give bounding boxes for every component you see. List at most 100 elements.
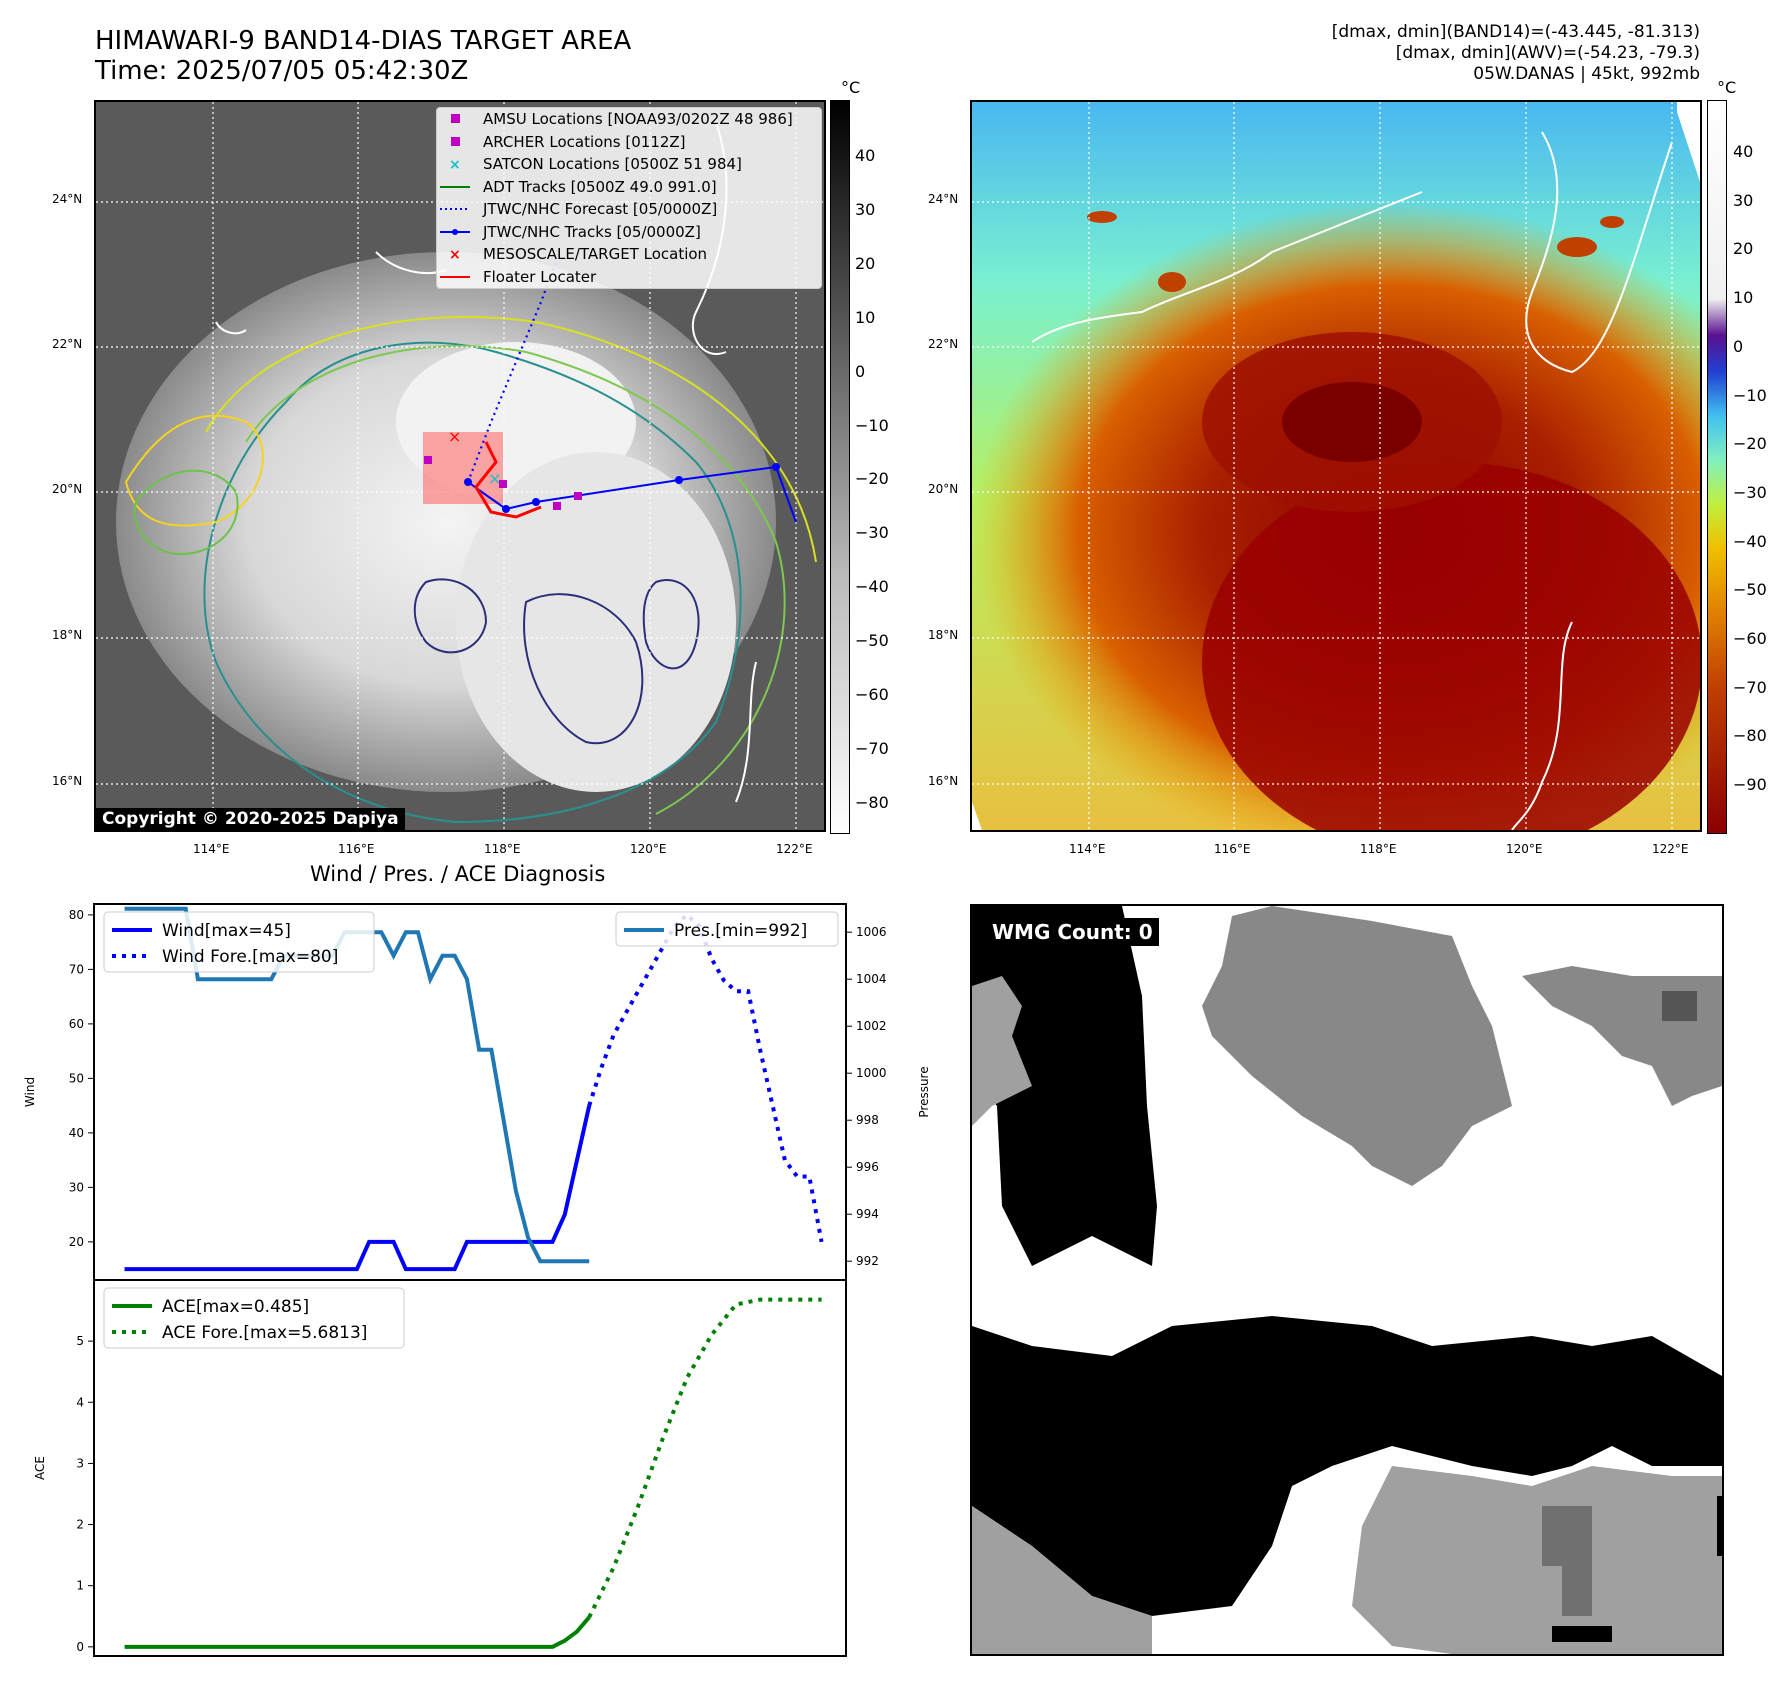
ace-ytick-label: 4 [76, 1395, 84, 1409]
colorbar-tick-label: −10 [855, 415, 889, 435]
legend-symbol-icon [437, 203, 473, 215]
wind-legend-label: Wind Fore.[max=80] [162, 947, 338, 967]
colorbar-tick-label: −60 [855, 685, 889, 704]
pressure-ytick-label: 1000 [856, 1066, 887, 1080]
lon-tick-label: 122°E [776, 842, 813, 856]
copyright-label: Copyright © 2020-2025 Dapiya [96, 808, 405, 830]
right-colorbar-unit: °C [1717, 78, 1737, 97]
lat-tick-label: 20°N [52, 482, 83, 496]
colorbar-tick-label: −50 [1733, 580, 1767, 600]
ace-ytick-label: 1 [76, 1579, 84, 1593]
map-legend-item: Floater Locater [437, 266, 821, 289]
legend-label: JTWC/NHC Tracks [05/0000Z] [483, 222, 701, 241]
lon-tick-label: 114°E [1069, 842, 1106, 856]
ace-legend-label: ACE[max=0.485] [162, 1297, 309, 1317]
colorbar-tick-label: 10 [855, 307, 876, 327]
wind-ytick-label: 20 [69, 1235, 84, 1249]
pressure-axis-label: Pressure [917, 1066, 930, 1117]
legend-label: AMSU Locations [NOAA93/0202Z 48 986] [483, 110, 793, 129]
ace-ytick-label: 5 [76, 1334, 84, 1348]
pressure-ytick-label: 1002 [856, 1019, 887, 1033]
legend-symbol-icon [437, 113, 473, 125]
ir-map-panel: × × AMSU Locations [NOAA93/0202Z 48 986]… [94, 100, 826, 832]
legend-symbol-icon [437, 181, 473, 193]
ace-forecast-line [587, 1297, 822, 1619]
map-legend-item: JTWC/NHC Forecast [05/0000Z] [437, 198, 821, 221]
info-line-2: [dmax, dmin](AWV)=(-54.23, -79.3) [1395, 43, 1700, 63]
wmg-image [972, 906, 1722, 1654]
wmg-panel: WMG Count: 0 [970, 904, 1724, 1656]
map-legend-item: × SATCON Locations [0500Z 51 984] [437, 153, 821, 176]
ace-line [124, 1615, 591, 1649]
colorbar-tick-label: −30 [1733, 482, 1767, 502]
colorbar-tick-label: −90 [1733, 775, 1767, 795]
colorbar-tick-label: −60 [1733, 629, 1767, 648]
diagnosis-title: Wind / Pres. / ACE Diagnosis [310, 862, 606, 886]
info-line-1: [dmax, dmin](BAND14)=(-43.445, -81.313) [1331, 22, 1700, 42]
awv-map-image [972, 102, 1700, 830]
lon-tick-label: 120°E [630, 842, 667, 856]
lon-tick-label: 118°E [1360, 842, 1397, 856]
colorbar-tick-label: −40 [1733, 531, 1767, 551]
pressure-ytick-label: 1004 [856, 972, 887, 986]
lat-tick-label: 22°N [928, 337, 959, 351]
legend-symbol-icon [437, 271, 473, 283]
legend-label: ADT Tracks [0500Z 49.0 991.0] [483, 177, 717, 196]
lat-tick-label: 16°N [52, 774, 83, 788]
svg-text:×: × [448, 427, 461, 446]
wind-forecast-line [587, 912, 824, 1243]
map-legend-item: AMSU Locations [NOAA93/0202Z 48 986] [437, 108, 821, 131]
svg-text:×: × [449, 158, 461, 170]
ace-legend-label: ACE Fore.[max=5.6813] [162, 1323, 367, 1343]
floater-track [474, 441, 542, 519]
awv-gridlines [972, 102, 1700, 830]
ace-axis-label: ACE [33, 1456, 47, 1480]
pressure-ytick-label: 992 [856, 1254, 879, 1268]
ace-ytick-label: 2 [76, 1518, 84, 1532]
wind-legend-box [103, 911, 375, 973]
right-colorbar [1707, 100, 1727, 834]
lat-tick-label: 16°N [928, 774, 959, 788]
ace-ytick-label: 3 [76, 1456, 84, 1470]
colorbar-tick-label: −70 [855, 738, 889, 758]
pressure-ytick-label: 996 [856, 1160, 879, 1174]
diagnosis-chart: 2030405060708099299499699810001002100410… [23, 903, 930, 1657]
wind-legend-label: Wind[max=45] [162, 921, 291, 941]
awv-map-panel [970, 100, 1702, 832]
colorbar-tick-label: 40 [855, 146, 876, 165]
jtwc-forecast [466, 261, 558, 483]
lon-tick-label: 114°E [193, 842, 230, 856]
lon-tick-label: 116°E [1214, 842, 1251, 856]
legend-label: ARCHER Locations [0112Z] [483, 132, 686, 151]
colorbar-tick-label: 30 [1733, 190, 1754, 210]
colorbar-tick-label: 20 [855, 253, 876, 273]
colorbar-tick-label: −10 [1733, 385, 1767, 405]
legend-label: JTWC/NHC Forecast [05/0000Z] [483, 200, 718, 219]
wind-ytick-label: 60 [69, 1017, 84, 1031]
lat-tick-label: 18°N [928, 628, 959, 642]
colorbar-tick-label: 10 [1733, 288, 1754, 308]
wind-ytick-label: 70 [69, 962, 84, 976]
colorbar-tick-label: −80 [855, 792, 889, 812]
colorbar-tick-label: −20 [855, 469, 889, 489]
lon-tick-label: 118°E [484, 842, 521, 856]
colorbar-tick-label: 20 [1733, 239, 1754, 259]
pressure-ytick-label: 998 [856, 1113, 879, 1127]
svg-text:×: × [449, 248, 461, 260]
legend-symbol-icon: × [437, 158, 473, 170]
legend-symbol-icon: × [437, 248, 473, 260]
map-legend-item: × MESOSCALE/TARGET Location [437, 243, 821, 266]
colorbar-tick-label: 0 [1733, 336, 1744, 356]
lat-tick-label: 18°N [52, 628, 83, 642]
lat-tick-label: 20°N [928, 482, 959, 496]
lon-tick-label: 122°E [1652, 842, 1689, 856]
svg-text:×: × [488, 469, 501, 488]
legend-label: Floater Locater [483, 267, 597, 286]
wind-ytick-label: 40 [69, 1126, 84, 1140]
wind-ytick-label: 80 [69, 908, 84, 922]
left-colorbar-unit: °C [841, 78, 861, 97]
chart-time: Time: 2025/07/05 05:42:30Z [95, 56, 469, 86]
legend-symbol-icon [437, 136, 473, 148]
lat-tick-label: 22°N [52, 337, 83, 351]
chart-title: HIMAWARI-9 BAND14-DIAS TARGET AREA [95, 26, 632, 56]
